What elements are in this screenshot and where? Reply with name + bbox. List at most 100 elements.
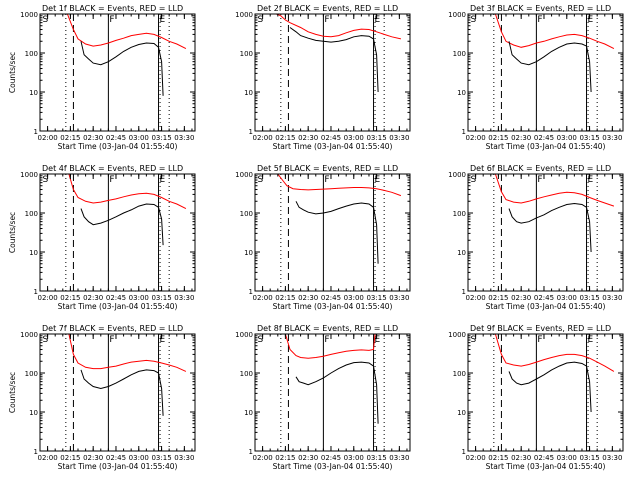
x-tick-label: 03:30 [174, 454, 194, 462]
x-tick-label: 02:45 [321, 134, 341, 142]
x-tick-label: 03:00 [344, 134, 364, 142]
chart-panel-3: Det 3f BLACK = Events, RED = LLD S F E 1 10 10… [448, 4, 624, 151]
y-tick-label: 100 [453, 370, 466, 378]
region-label-f: F [109, 335, 114, 345]
x-tick-label: 03:30 [602, 134, 622, 142]
series-line-events [508, 41, 592, 93]
x-tick-label: 02:15 [60, 454, 80, 462]
y-tick-label: 1 [462, 128, 466, 136]
x-tick-label: 02:45 [534, 134, 554, 142]
x-tick-label: 02:00 [38, 134, 58, 142]
y-tick-label: 10 [29, 409, 38, 417]
y-tick-label: 10 [244, 89, 253, 97]
region-label-s: S [471, 335, 477, 345]
y-tick-label: 10 [244, 409, 253, 417]
series-line-events [80, 41, 164, 96]
marker-lines [493, 14, 598, 131]
x-tick-label: 02:45 [534, 454, 554, 462]
y-tick-label: 1000 [235, 171, 253, 179]
chart-title: Det 6f BLACK = Events, RED = LLD [470, 164, 611, 173]
region-label-e: E [588, 15, 594, 25]
y-tick-label: 100 [453, 50, 466, 58]
y-tick-label: 1 [34, 448, 38, 456]
x-tick-label: 03:15 [579, 454, 599, 462]
series-group [68, 174, 187, 246]
x-tick-label: 02:00 [466, 454, 486, 462]
region-label-f: F [537, 335, 542, 345]
x-tick-label: 02:00 [38, 454, 58, 462]
region-label-f: F [324, 15, 329, 25]
x-tick-label: 02:45 [106, 454, 126, 462]
series-line-events [80, 369, 164, 416]
chart-title: Det 1f BLACK = Events, RED = LLD [42, 4, 183, 13]
region-label-s: S [43, 335, 49, 345]
x-axis-label: Start Time (03-Jan-04 01:55:40) [58, 462, 178, 471]
chart-panel-2: Det 2f BLACK = Events, RED = LLD S F E 1 10 10… [235, 4, 411, 151]
y-tick-label: 1 [462, 288, 466, 296]
x-tick-label: 03:00 [129, 294, 149, 302]
x-tick-label: 02:45 [106, 294, 126, 302]
series-line-lld [276, 14, 402, 40]
x-tick-label: 03:30 [389, 294, 409, 302]
series-line-events [295, 201, 379, 264]
series-line-lld [277, 174, 402, 197]
y-tick-label: 1000 [448, 11, 466, 19]
x-axis-label: Start Time (03-Jan-04 01:55:40) [273, 142, 393, 151]
x-tick-label: 02:15 [275, 294, 295, 302]
series-line-lld [494, 174, 615, 207]
series-group [494, 174, 615, 253]
marker-lines [280, 174, 385, 291]
x-tick-label: 02:00 [253, 454, 273, 462]
y-tick-label: 1 [34, 288, 38, 296]
x-axis-label: Start Time (03-Jan-04 01:55:40) [58, 302, 178, 311]
x-tick-label: 02:00 [253, 134, 273, 142]
x-tick-label: 03:30 [602, 454, 622, 462]
y-tick-label: 100 [240, 210, 253, 218]
x-tick-label: 02:00 [466, 294, 486, 302]
y-tick-label: 10 [457, 249, 466, 257]
marker-lines [493, 334, 598, 451]
series-line-events [508, 202, 592, 253]
y-tick-label: 1000 [235, 11, 253, 19]
x-tick-label: 02:15 [488, 134, 508, 142]
marker-lines [65, 14, 170, 131]
x-tick-label: 02:30 [298, 134, 318, 142]
x-tick-label: 03:15 [151, 454, 171, 462]
y-tick-label: 1000 [448, 171, 466, 179]
chart-title: Det 8f BLACK = Events, RED = LLD [257, 324, 398, 333]
x-axis-label: Start Time (03-Jan-04 01:55:40) [273, 302, 393, 311]
region-label-s: S [258, 15, 264, 25]
region-label-e: E [375, 15, 381, 25]
series-line-lld [494, 14, 615, 50]
x-tick-label: 02:15 [60, 294, 80, 302]
x-tick-label: 03:30 [602, 294, 622, 302]
y-tick-label: 100 [25, 370, 38, 378]
x-tick-label: 03:00 [557, 294, 577, 302]
x-tick-label: 02:30 [83, 454, 103, 462]
y-tick-label: 10 [244, 249, 253, 257]
y-tick-label: 1000 [20, 11, 38, 19]
y-tick-label: 100 [240, 50, 253, 58]
x-tick-label: 02:30 [511, 134, 531, 142]
y-tick-label: 10 [29, 249, 38, 257]
region-label-e: E [588, 175, 594, 185]
x-tick-label: 02:30 [298, 294, 318, 302]
region-label-e: E [375, 175, 381, 185]
chart-panel-5: Det 5f BLACK = Events, RED = LLD S F E 1 10 10… [235, 164, 411, 311]
y-axis-label: Counts/sec [8, 52, 17, 93]
marker-lines [280, 14, 385, 131]
x-tick-label: 02:30 [83, 134, 103, 142]
x-tick-label: 03:00 [557, 134, 577, 142]
chart-title: Det 7f BLACK = Events, RED = LLD [42, 324, 183, 333]
x-tick-label: 02:15 [488, 294, 508, 302]
x-tick-label: 02:00 [38, 294, 58, 302]
region-label-f: F [537, 15, 542, 25]
chart-panel-6: Det 6f BLACK = Events, RED = LLD S F E 1 10 10… [448, 164, 624, 311]
series-line-events [295, 361, 379, 424]
x-tick-label: 02:15 [488, 454, 508, 462]
x-tick-label: 02:15 [60, 134, 80, 142]
x-tick-label: 02:30 [511, 454, 531, 462]
x-axis-label: Start Time (03-Jan-04 01:55:40) [486, 302, 606, 311]
x-tick-label: 03:15 [151, 294, 171, 302]
y-tick-label: 1000 [235, 331, 253, 339]
